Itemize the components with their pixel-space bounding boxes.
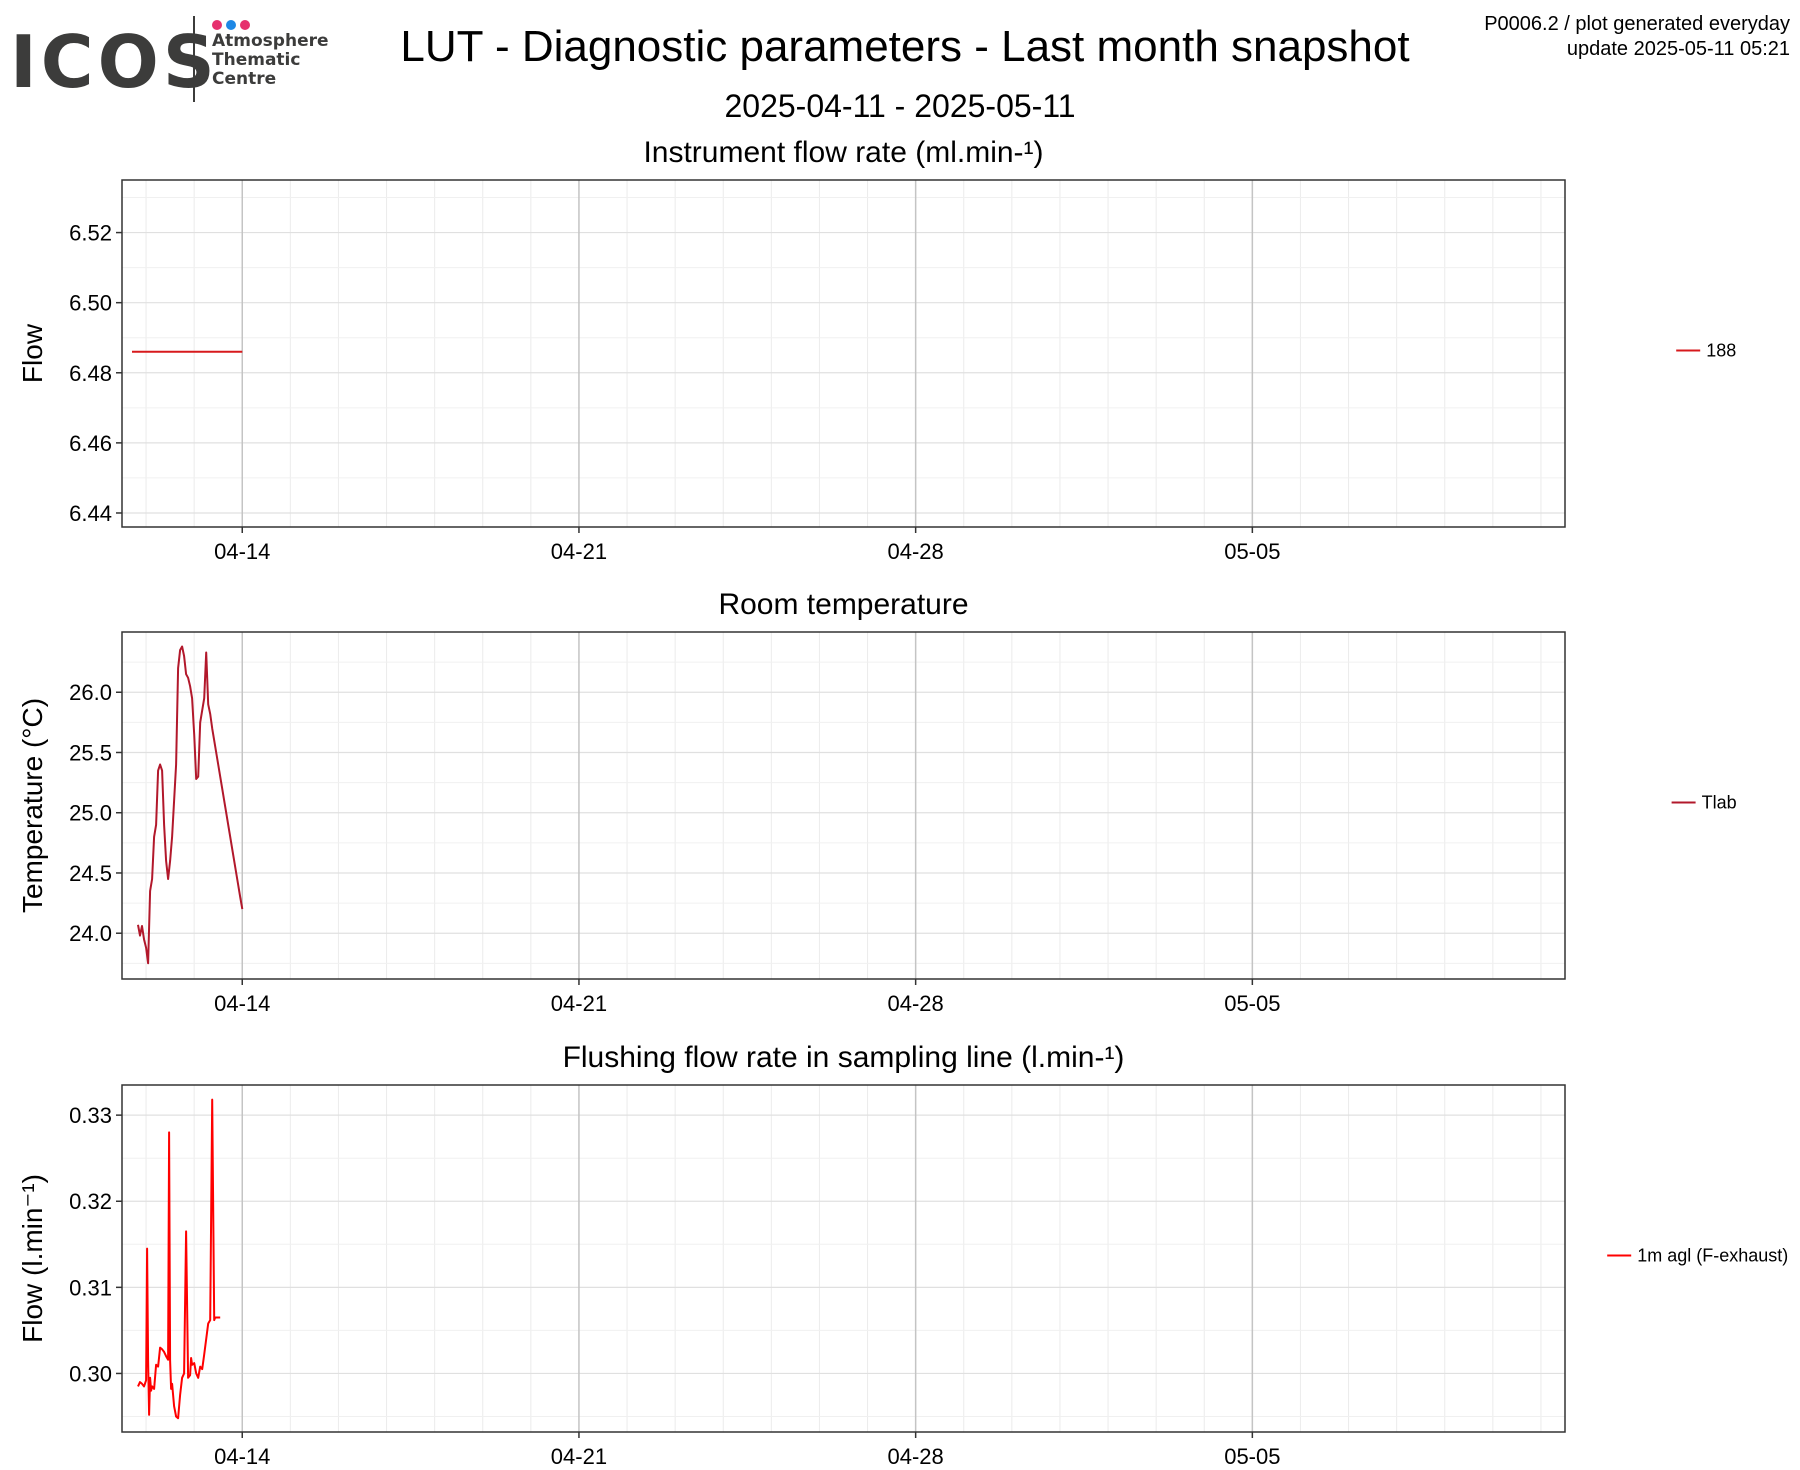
y-axis-label: Flow [17, 323, 48, 383]
y-tick-label: 0.30 [69, 1361, 112, 1386]
y-axis-label: Temperature (°C) [17, 698, 48, 913]
y-tick-label: 0.33 [69, 1103, 112, 1128]
y-tick-label: 6.44 [69, 501, 112, 526]
plot-border [121, 179, 1566, 528]
page-title: LUT - Diagnostic parameters - Last month… [400, 22, 1410, 71]
chart-title: Room temperature [718, 588, 968, 621]
plot-background [122, 1085, 1565, 1432]
logo-subtitle: Atmosphere Thematic Centre [212, 32, 329, 89]
x-tick-label: 05-05 [1224, 1444, 1280, 1469]
y-tick-label: 6.46 [69, 431, 112, 456]
x-tick-label: 05-05 [1224, 539, 1280, 564]
date-range: 2025-04-11 - 2025-05-11 [724, 88, 1076, 124]
y-axis-label: Flow (l.min⁻¹) [17, 1174, 48, 1343]
y-tick-label: 24.0 [69, 921, 112, 946]
y-tick-label: 26.0 [69, 680, 112, 705]
y-tick-label: 24.5 [69, 861, 112, 886]
legend-label: 188 [1706, 341, 1736, 361]
chart-title: Instrument flow rate (ml.min-¹) [643, 136, 1043, 169]
x-tick-label: 04-14 [214, 991, 270, 1016]
y-tick-label: 0.31 [69, 1275, 112, 1300]
x-tick-label: 04-28 [888, 1444, 944, 1469]
y-tick-label: 6.52 [69, 221, 112, 246]
chart-panel: 0.30 0.31 0.32 0.33 04-14 04-21 04-28 05-05 Flus… [17, 1041, 1788, 1469]
logo-dot [226, 20, 236, 30]
x-tick-label: 04-14 [214, 1444, 270, 1469]
x-tick-label: 04-14 [214, 539, 270, 564]
meta-line: P0006.2 / plot generated everyday [1484, 13, 1790, 35]
logo-dot [212, 20, 222, 30]
chart-title: Flushing flow rate in sampling line (l.m… [563, 1041, 1125, 1074]
logo-wordmark: ICOS [10, 20, 219, 104]
logo-dot [240, 20, 250, 30]
plot-meta: P0006.2 / plot generated everyday update… [1484, 12, 1790, 62]
y-tick-label: 6.50 [69, 291, 112, 316]
x-tick-label: 04-28 [888, 539, 944, 564]
plot-background [122, 180, 1565, 527]
series-line [137, 645, 244, 965]
legend-label: 1m agl (F-exhaust) [1637, 1246, 1788, 1266]
chart-panel: 6.44 6.46 6.48 6.50 6.52 04-14 04-21 04-28 05-05… [17, 136, 1736, 564]
y-tick-label: 6.48 [69, 361, 112, 386]
update-timestamp: update 2025-05-11 05:21 [1566, 38, 1790, 60]
x-tick-label: 04-21 [551, 991, 607, 1016]
y-tick-label: 25.5 [69, 740, 112, 765]
icos-logo: ICOS Atmosphere Thematic Centre [10, 12, 340, 107]
logo-sub-line: Thematic [212, 50, 301, 70]
series-line [137, 1098, 221, 1420]
y-tick-label: 25.0 [69, 801, 112, 826]
x-tick-label: 05-05 [1224, 991, 1280, 1016]
x-tick-label: 04-21 [551, 539, 607, 564]
x-tick-label: 04-28 [888, 991, 944, 1016]
plot-border [121, 1084, 1566, 1433]
plot-background [122, 632, 1565, 979]
logo-sub-line: Centre [212, 69, 277, 89]
logo-dots [212, 17, 254, 35]
logo-sub-line: Atmosphere [212, 31, 329, 51]
chart-panel: 24.0 24.5 25.0 25.5 26.0 04-14 04-21 04-28 05-05… [17, 588, 1737, 1016]
logo-divider [193, 16, 195, 102]
plot-border [121, 631, 1566, 980]
legend-label: Tlab [1702, 793, 1737, 813]
y-tick-label: 0.32 [69, 1189, 112, 1214]
x-tick-label: 04-21 [551, 1444, 607, 1469]
